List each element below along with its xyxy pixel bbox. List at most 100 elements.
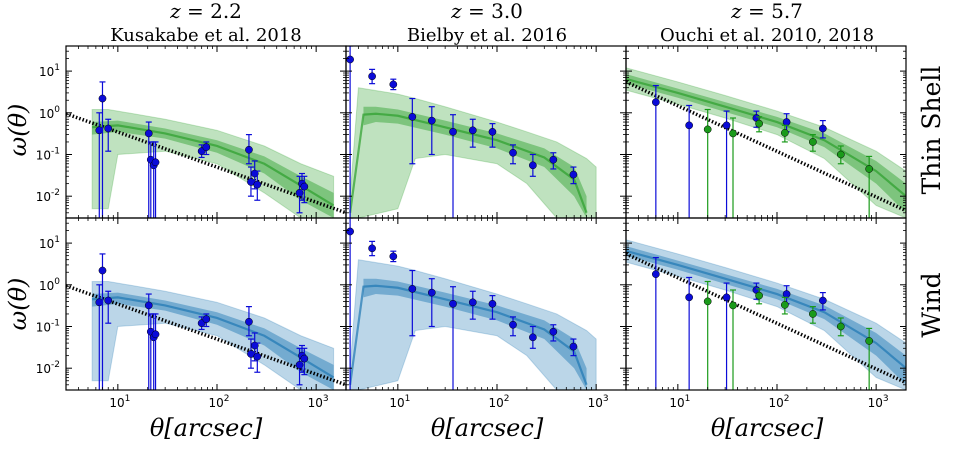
powerlaw-fit [626, 252, 906, 385]
data-point [202, 315, 211, 324]
y-tick-label: 100 [39, 277, 60, 293]
x-axis-label-col-3: θ[arcsec] [711, 414, 824, 442]
panel-2-1 [66, 253, 346, 390]
data-point [488, 299, 497, 308]
data-point [250, 169, 259, 178]
data-point [408, 112, 417, 121]
model-median-line [349, 112, 588, 214]
y-tick-label: 10-1 [36, 318, 60, 334]
data-point [368, 72, 376, 81]
data-point [253, 352, 262, 361]
model-outer-band [91, 281, 335, 390]
data-point [95, 298, 104, 307]
data-green-point [703, 297, 712, 306]
x-tick-label: 101 [669, 394, 690, 410]
data-point [549, 155, 558, 164]
powerlaw-fit [626, 80, 906, 213]
data-point [98, 94, 107, 103]
ticks-1-1: 10-2 10-1 100 101 [36, 45, 347, 219]
data-point [782, 290, 791, 298]
model-outer-band [349, 87, 597, 218]
y-tick-label: 10-1 [36, 146, 60, 162]
model-inner-band [626, 74, 906, 213]
model-outer-band [91, 109, 335, 218]
panel-1-3 [626, 67, 906, 218]
data-point [104, 124, 113, 133]
ticks-2-3: 101 102 103 [625, 217, 907, 410]
data-point [569, 170, 578, 179]
data-green-point [865, 165, 874, 173]
data-point [368, 244, 376, 253]
y-tick-label: 101 [39, 235, 60, 251]
data-green-point [729, 301, 737, 310]
data-point [685, 121, 693, 130]
x-tick-label: 103 [308, 394, 329, 410]
y-axis-label-top: ω(θ) [4, 104, 32, 157]
data-point [389, 252, 398, 261]
x-tick-label: 102 [488, 394, 509, 410]
y-tick-label: 101 [39, 63, 60, 79]
ticks-2-1: 10-2 10-1 100 101 101 102 103 [36, 217, 347, 410]
model-outer-band [349, 259, 597, 390]
data-point [449, 127, 457, 136]
ticks-2-2: 101 102 103 [345, 217, 627, 410]
col-3-reference: Ouchi et al. 2010, 2018 [660, 25, 874, 46]
data-point [408, 284, 417, 293]
y-tick-label: 100 [39, 105, 60, 121]
model-median-line [626, 249, 906, 370]
data-point [427, 116, 436, 125]
data-green-point [755, 119, 763, 128]
data-point [651, 98, 660, 107]
col-3-z-label: z = 5.7 [730, 0, 803, 23]
data-point [468, 126, 477, 135]
panel-frame [625, 217, 907, 391]
powerlaw-fit [66, 112, 346, 215]
x-tick-label: 102 [208, 394, 229, 410]
data-point [98, 266, 107, 275]
data-point [549, 327, 558, 336]
data-point [722, 121, 731, 130]
data-point [389, 80, 398, 89]
row-2-label: Wind [917, 272, 946, 337]
model-inner-band [626, 246, 906, 385]
panel-2-3 [626, 239, 906, 390]
y-tick-label: 10-2 [36, 360, 60, 376]
col-1-z-label: z = 2.2 [169, 0, 242, 23]
data-point [346, 227, 354, 236]
data-point [104, 296, 113, 305]
powerlaw-fit [66, 284, 346, 387]
x-tick-label: 102 [768, 394, 789, 410]
data-point [253, 180, 262, 189]
model-outer-band [626, 239, 906, 390]
model-median-line [349, 284, 588, 386]
data-green-point [755, 291, 763, 300]
data-green-point [703, 125, 712, 134]
data-point [529, 333, 537, 342]
x-tick-label: 101 [389, 394, 410, 410]
data-point [468, 298, 477, 307]
data-point [529, 161, 537, 170]
data-green-point [729, 129, 737, 138]
model-outer-band [626, 67, 906, 218]
data-green-point [809, 138, 817, 146]
data-point [144, 301, 153, 310]
data-point [782, 118, 791, 126]
y-tick-label: 10-2 [36, 188, 60, 204]
x-tick-label: 103 [588, 394, 609, 410]
data-point [509, 148, 517, 157]
x-axis-label-col-2: θ[arcsec] [431, 414, 544, 442]
data-point [95, 126, 104, 135]
y-axis-label-bottom: ω(θ) [4, 278, 32, 331]
row-1-label: Thin Shell [917, 66, 946, 195]
data-point [509, 320, 517, 329]
panel-1-2 [346, 46, 597, 218]
model-median-line [626, 77, 906, 198]
data-point [651, 270, 660, 279]
data-point [427, 288, 436, 297]
x-tick-label: 103 [868, 394, 889, 410]
data-point [295, 189, 304, 197]
data-point [300, 182, 309, 191]
data-green-point [836, 322, 845, 331]
data-point [202, 143, 211, 152]
data-point [346, 55, 354, 64]
